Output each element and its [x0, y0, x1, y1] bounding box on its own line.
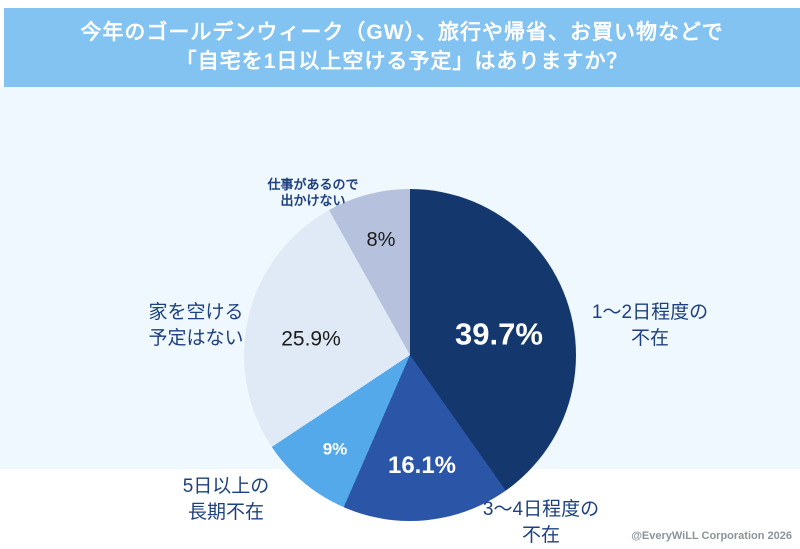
pie-chart [244, 189, 576, 521]
callout-5plus-line2: 長期不在 [187, 502, 265, 523]
callout-1-2days: 1～2日程度の 不在 [592, 300, 708, 352]
page-title-line1: 今年のゴールデンウィーク（GW）、旅行や帰省、お買い物などで [80, 21, 724, 44]
chart-area: 39.7% 16.1% 9% 25.9% 8% 1～2日程度の 不在 3～4日程… [0, 87, 800, 546]
callout-no-plan: 家を空ける 予定はない [148, 300, 243, 352]
callout-work: 仕事があるので 出かけない [267, 177, 358, 209]
callout-3-4days-line2: 不在 [521, 525, 561, 546]
value-label-work: 8% [366, 229, 396, 251]
callout-3-4days: 3～4日程度の 不在 [483, 497, 599, 549]
callout-work-line1: 仕事があるので [267, 177, 359, 192]
value-label-no-plan: 25.9% [281, 327, 341, 351]
value-label-3-4days: 16.1% [387, 452, 457, 479]
callout-3-4days-line1: 3～4日程度の [482, 499, 600, 520]
callout-no-plan-line2: 予定はない [148, 328, 244, 349]
value-label-1-2days: 39.7% [455, 316, 543, 352]
value-label-5plus: 9% [322, 439, 348, 459]
callout-1-2days-line1: 1～2日程度の [591, 302, 709, 323]
page-title-line2: 「自宅を1日以上空ける予定」はありますか？ [175, 50, 629, 73]
credit-text: @EveryWiLL Corporation 2026 [631, 530, 792, 542]
callout-5plus-line1: 5日以上の [182, 476, 270, 497]
callout-work-line2: 出かけない [280, 193, 346, 208]
infographic: 今年のゴールデンウィーク（GW）、旅行や帰省、お買い物などで 「自宅を1日以上空… [0, 8, 800, 546]
header-banner: 今年のゴールデンウィーク（GW）、旅行や帰省、お買い物などで 「自宅を1日以上空… [4, 8, 800, 87]
callout-5plus: 5日以上の 長期不在 [183, 474, 270, 526]
callout-no-plan-line1: 家を空ける [148, 302, 244, 323]
callout-1-2days-line2: 不在 [630, 328, 670, 349]
